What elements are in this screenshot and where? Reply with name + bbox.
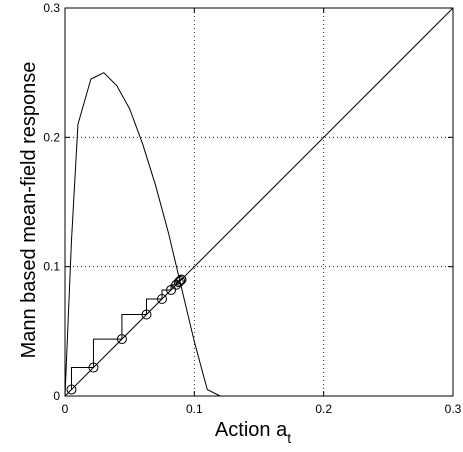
series-line bbox=[64, 7, 454, 397]
y-tick-label: 0.2 bbox=[43, 130, 60, 144]
x-tick-label: 0.3 bbox=[445, 402, 462, 416]
y-axis-title: Mann based mean-field response bbox=[18, 62, 40, 359]
y-tick-label: 0 bbox=[53, 389, 60, 403]
data-point-marker bbox=[88, 362, 99, 373]
data-point-marker bbox=[116, 334, 127, 345]
x-tick-label: 0.1 bbox=[186, 402, 203, 416]
y-tick-label: 0.3 bbox=[43, 1, 60, 15]
x-axis-title: Action at bbox=[215, 419, 291, 446]
y-tick-label: 0.1 bbox=[43, 260, 60, 274]
plot-area bbox=[64, 7, 454, 397]
data-point-marker bbox=[175, 275, 186, 286]
data-point-marker bbox=[66, 384, 77, 395]
data-point-marker bbox=[173, 277, 184, 288]
axis-ticks: 0 0.1 0.2 0.3 0 0.1 0.2 0.3 bbox=[43, 1, 461, 416]
data-point-marker bbox=[171, 279, 182, 290]
x-axis-title-subscript: t bbox=[287, 430, 291, 446]
data-point-marker bbox=[157, 294, 167, 304]
series-line bbox=[64, 72, 221, 397]
data-point-marker bbox=[166, 284, 177, 295]
grid-lines bbox=[65, 8, 453, 396]
x-tick-label: 0 bbox=[62, 402, 69, 416]
plot-frame bbox=[64, 7, 454, 397]
x-tick-label: 0.2 bbox=[315, 402, 332, 416]
x-axis-title-main: Action a bbox=[215, 419, 288, 441]
data-point-marker bbox=[176, 274, 187, 285]
data-point-marker bbox=[141, 309, 152, 320]
